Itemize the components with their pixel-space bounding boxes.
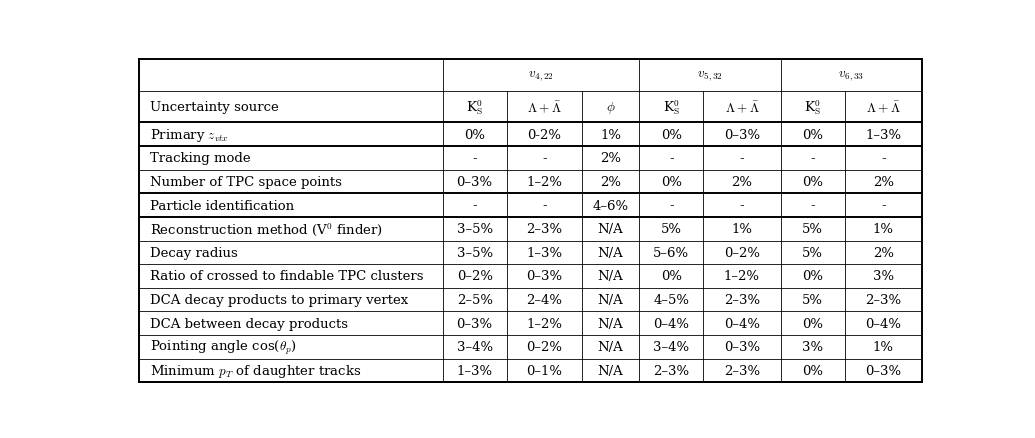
Text: 2%: 2% (600, 152, 621, 165)
Text: $v_{4,22}$: $v_{4,22}$ (528, 69, 554, 83)
Text: DCA decay products to primary vertex: DCA decay products to primary vertex (150, 293, 408, 307)
Text: 3–5%: 3–5% (456, 223, 493, 236)
Text: Uncertainty source: Uncertainty source (150, 101, 278, 114)
Text: -: - (542, 199, 546, 212)
Text: 4–6%: 4–6% (592, 199, 628, 212)
Text: Ratio of crossed to findable TPC clusters: Ratio of crossed to findable TPC cluster… (150, 270, 423, 283)
Text: DCA between decay products: DCA between decay products (150, 317, 348, 330)
Text: 0%: 0% (802, 270, 823, 283)
Text: N/A: N/A (597, 317, 623, 330)
Text: $v_{6,33}$: $v_{6,33}$ (838, 69, 864, 83)
Text: 1–2%: 1–2% (526, 317, 562, 330)
Text: 1–2%: 1–2% (723, 270, 760, 283)
Text: 1%: 1% (873, 341, 894, 353)
Text: 2%: 2% (873, 176, 894, 189)
Text: $\Lambda + \bar{\Lambda}$: $\Lambda + \bar{\Lambda}$ (866, 99, 900, 115)
Text: 3%: 3% (873, 270, 894, 283)
Text: $\Lambda + \bar{\Lambda}$: $\Lambda + \bar{\Lambda}$ (527, 99, 562, 115)
Text: -: - (881, 199, 886, 212)
Text: -: - (472, 152, 477, 165)
Text: Primary $z_{vtx}$: Primary $z_{vtx}$ (150, 127, 229, 143)
Text: 0–3%: 0–3% (723, 128, 760, 141)
Text: 0%: 0% (660, 270, 682, 283)
Text: N/A: N/A (597, 223, 623, 236)
Text: 2–3%: 2–3% (723, 364, 760, 377)
Text: K$^0_\mathrm{S}$: K$^0_\mathrm{S}$ (662, 98, 680, 117)
Text: Number of TPC space points: Number of TPC space points (150, 176, 342, 189)
Text: 0–4%: 0–4% (653, 317, 689, 330)
Text: 1–3%: 1–3% (526, 246, 562, 259)
Text: 3–5%: 3–5% (456, 246, 493, 259)
Text: -: - (669, 199, 674, 212)
Text: 3–4%: 3–4% (456, 341, 493, 353)
Text: 0%: 0% (802, 128, 823, 141)
Text: 2–3%: 2–3% (723, 293, 760, 307)
Text: 0%: 0% (660, 128, 682, 141)
Text: 5%: 5% (660, 223, 682, 236)
Text: 5%: 5% (802, 246, 823, 259)
Text: 1–3%: 1–3% (456, 364, 493, 377)
Text: 1%: 1% (600, 128, 621, 141)
Text: -: - (740, 152, 744, 165)
Text: 2%: 2% (600, 176, 621, 189)
Text: 0–2%: 0–2% (723, 246, 760, 259)
Text: 2–3%: 2–3% (526, 223, 562, 236)
Text: 0%: 0% (802, 364, 823, 377)
Text: 5%: 5% (802, 293, 823, 307)
Text: -: - (740, 199, 744, 212)
Text: 0–4%: 0–4% (723, 317, 760, 330)
Text: Tracking mode: Tracking mode (150, 152, 250, 165)
Text: $\phi$: $\phi$ (605, 99, 615, 115)
Text: 0%: 0% (660, 176, 682, 189)
Text: 0-2%: 0-2% (527, 128, 561, 141)
Text: K$^0_\mathrm{S}$: K$^0_\mathrm{S}$ (804, 98, 821, 117)
Text: 2–3%: 2–3% (653, 364, 689, 377)
Text: N/A: N/A (597, 293, 623, 307)
Text: -: - (810, 199, 815, 212)
Text: 0–3%: 0–3% (526, 270, 562, 283)
Text: Particle identification: Particle identification (150, 199, 294, 212)
Text: K$^0_\mathrm{S}$: K$^0_\mathrm{S}$ (466, 98, 483, 117)
Text: 0–2%: 0–2% (456, 270, 493, 283)
Text: 0–1%: 0–1% (526, 364, 562, 377)
Text: Minimum $p_T$ of daughter tracks: Minimum $p_T$ of daughter tracks (150, 362, 361, 379)
Text: 2–3%: 2–3% (865, 293, 901, 307)
Text: 0–4%: 0–4% (865, 317, 901, 330)
Text: 1–2%: 1–2% (526, 176, 562, 189)
Text: 0–3%: 0–3% (456, 176, 493, 189)
Text: 4–5%: 4–5% (653, 293, 689, 307)
Text: $v_{5,32}$: $v_{5,32}$ (697, 69, 722, 83)
Text: 1%: 1% (732, 223, 752, 236)
Text: 0%: 0% (802, 176, 823, 189)
Text: Pointing angle cos($\theta_p$): Pointing angle cos($\theta_p$) (150, 338, 296, 356)
Text: 0–3%: 0–3% (723, 341, 760, 353)
Text: N/A: N/A (597, 341, 623, 353)
Text: 5%: 5% (802, 223, 823, 236)
Text: $\Lambda + \bar{\Lambda}$: $\Lambda + \bar{\Lambda}$ (724, 99, 760, 115)
Text: 0–3%: 0–3% (456, 317, 493, 330)
Text: Decay radius: Decay radius (150, 246, 237, 259)
Text: 0%: 0% (802, 317, 823, 330)
Text: -: - (881, 152, 886, 165)
Text: 5–6%: 5–6% (653, 246, 689, 259)
Text: 0%: 0% (464, 128, 485, 141)
Text: N/A: N/A (597, 364, 623, 377)
Text: 2%: 2% (732, 176, 752, 189)
Text: 3%: 3% (802, 341, 823, 353)
Text: 2–4%: 2–4% (526, 293, 562, 307)
Text: Reconstruction method (V$^0$ finder): Reconstruction method (V$^0$ finder) (150, 221, 383, 237)
Text: 0–3%: 0–3% (865, 364, 901, 377)
Text: 2%: 2% (873, 246, 894, 259)
Text: 0–2%: 0–2% (526, 341, 562, 353)
Text: 2–5%: 2–5% (456, 293, 493, 307)
Text: -: - (810, 152, 815, 165)
Text: N/A: N/A (597, 270, 623, 283)
Text: 1–3%: 1–3% (865, 128, 901, 141)
Text: 3–4%: 3–4% (653, 341, 689, 353)
Text: 1%: 1% (873, 223, 894, 236)
Text: -: - (542, 152, 546, 165)
Text: N/A: N/A (597, 246, 623, 259)
Text: -: - (472, 199, 477, 212)
Text: -: - (669, 152, 674, 165)
